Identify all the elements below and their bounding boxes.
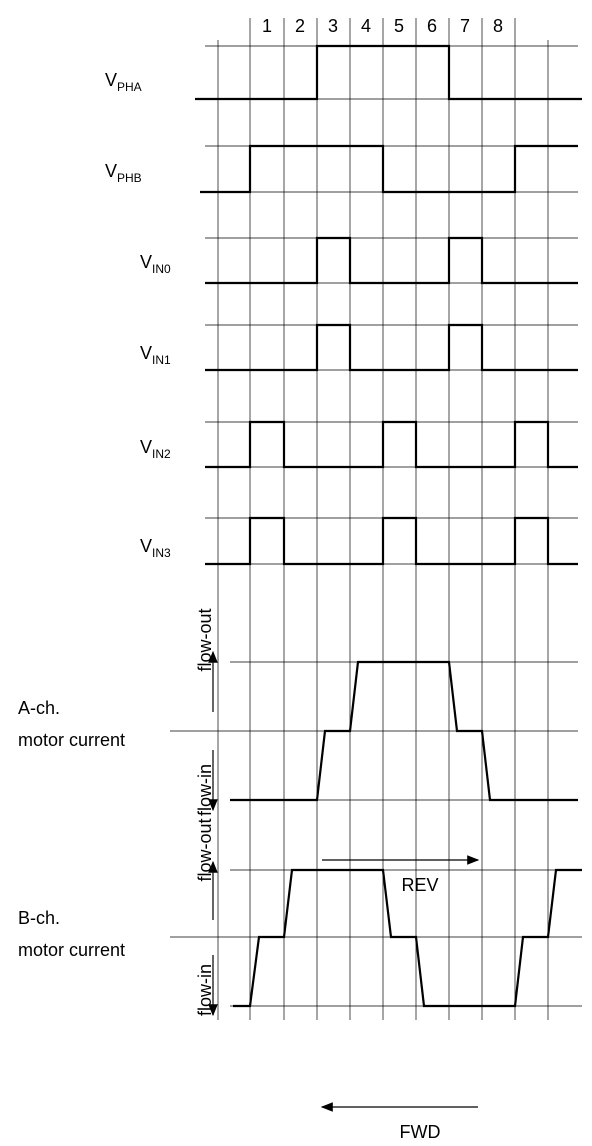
channel: A-ch. (18, 698, 60, 718)
signal-label: VIN0 (140, 252, 171, 276)
step: 3 (328, 16, 338, 36)
step: 8 (493, 16, 503, 36)
signal-label: VIN1 (140, 343, 171, 367)
step: 6 (427, 16, 437, 36)
waveforms (195, 44, 582, 1008)
current-label: motor current (18, 940, 125, 960)
signal-label: VPHB (105, 161, 142, 185)
step: 4 (361, 16, 371, 36)
signal-label: VPHA (105, 70, 142, 94)
step: 1 (262, 16, 272, 36)
direction: REV FWD (320, 855, 480, 1142)
step: 5 (394, 16, 404, 36)
signal-labels: VPHA VPHB VIN0 VIN1 VIN2 VIN3 (105, 70, 171, 560)
flow-in: flow-in (195, 964, 215, 1016)
step-numbers: 1 2 3 4 5 6 7 8 (262, 16, 503, 36)
step: 7 (460, 16, 470, 36)
fwd-label: FWD (400, 1122, 441, 1142)
flow-in: flow-in (195, 764, 215, 816)
signal-label: VIN3 (140, 536, 171, 560)
step: 2 (295, 16, 305, 36)
signal-label: VIN2 (140, 437, 171, 461)
current-labels: A-ch. motor current flow-out flow-in B-c… (18, 608, 215, 1016)
rev-label: REV (401, 875, 438, 895)
current-label: motor current (18, 730, 125, 750)
channel: B-ch. (18, 908, 60, 928)
flow-out: flow-out (195, 608, 215, 671)
flow-out: flow-out (195, 818, 215, 881)
